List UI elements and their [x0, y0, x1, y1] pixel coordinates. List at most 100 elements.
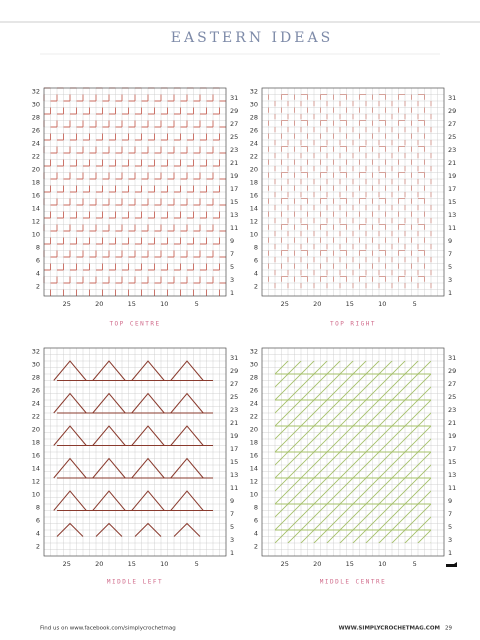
row-label: 12: [32, 217, 40, 225]
col-label: 15: [346, 560, 354, 568]
row-label: 21: [448, 159, 456, 167]
chart-panel: 2468101214161820222426283032135791113151…: [32, 347, 239, 585]
footer-left: Find us on www.facebook.com/simplycroche…: [40, 626, 176, 632]
row-label: 12: [250, 477, 258, 485]
row-label: 13: [230, 211, 238, 219]
row-label: 3: [230, 536, 234, 544]
row-label: 4: [36, 529, 40, 537]
col-label: 15: [128, 560, 136, 568]
row-label: 31: [448, 94, 456, 102]
row-label: 27: [230, 380, 238, 388]
col-label: 20: [313, 560, 321, 568]
row-label: 28: [32, 373, 40, 381]
row-label: 27: [448, 120, 456, 128]
row-label: 20: [32, 165, 40, 173]
row-label: 26: [250, 386, 258, 394]
chart-caption: MIDDLE LEFT: [107, 579, 163, 586]
row-label: 9: [448, 237, 452, 245]
row-label: 17: [230, 185, 238, 193]
chart-panel: 2468101214161820222426283032135791113151…: [250, 87, 457, 327]
row-label: 4: [254, 269, 258, 277]
row-label: 9: [230, 237, 234, 245]
row-label: 12: [250, 217, 258, 225]
row-label: 23: [230, 406, 238, 414]
row-label: 7: [448, 510, 452, 518]
arrow-icon: [446, 562, 457, 567]
row-label: 2: [254, 542, 258, 550]
row-label: 23: [230, 146, 238, 154]
row-label: 17: [230, 445, 238, 453]
row-label: 20: [32, 425, 40, 433]
row-label: 19: [448, 432, 456, 440]
row-label: 25: [230, 133, 238, 141]
row-label: 32: [250, 347, 258, 355]
row-label: 24: [250, 399, 258, 407]
row-label: 23: [448, 146, 456, 154]
col-label: 10: [160, 560, 168, 568]
row-label: 18: [32, 438, 40, 446]
row-label: 19: [230, 432, 238, 440]
row-label: 11: [230, 484, 238, 492]
row-label: 21: [230, 159, 238, 167]
row-label: 15: [230, 198, 238, 206]
row-label: 10: [250, 490, 258, 498]
row-label: 22: [250, 412, 258, 420]
row-label: 3: [448, 536, 452, 544]
row-label: 9: [448, 497, 452, 505]
row-label: 21: [448, 419, 456, 427]
row-label: 5: [230, 523, 234, 531]
col-label: 20: [313, 300, 321, 308]
row-label: 13: [448, 211, 456, 219]
row-label: 1: [448, 549, 452, 557]
row-label: 10: [32, 490, 40, 498]
row-label: 4: [36, 269, 40, 277]
row-label: 28: [32, 113, 40, 121]
chart-caption: TOP RIGHT: [330, 321, 376, 328]
row-label: 17: [448, 445, 456, 453]
row-label: 22: [32, 152, 40, 160]
row-label: 21: [230, 419, 238, 427]
grid-border: [43, 347, 227, 557]
stitch-pattern: [53, 360, 213, 537]
row-label: 6: [36, 516, 40, 524]
col-label: 5: [195, 560, 199, 568]
row-label: 2: [36, 542, 40, 550]
row-label: 23: [448, 406, 456, 414]
row-label: 24: [32, 399, 40, 407]
row-label: 18: [250, 178, 258, 186]
row-label: 15: [230, 458, 238, 466]
row-label: 29: [448, 367, 456, 375]
row-label: 32: [32, 87, 40, 95]
row-label: 32: [32, 347, 40, 355]
row-label: 26: [250, 126, 258, 134]
grid-border: [261, 87, 445, 297]
row-label: 8: [254, 503, 258, 511]
footer-page: 29: [445, 626, 452, 632]
row-label: 11: [448, 484, 456, 492]
row-label: 7: [230, 250, 234, 258]
row-label: 24: [250, 139, 258, 147]
row-label: 15: [448, 458, 456, 466]
col-label: 15: [346, 300, 354, 308]
row-label: 9: [230, 497, 234, 505]
row-label: 18: [32, 178, 40, 186]
col-label: 15: [128, 300, 136, 308]
row-label: 1: [230, 549, 234, 557]
row-label: 31: [448, 354, 456, 362]
row-label: 30: [32, 100, 40, 108]
row-label: 15: [448, 198, 456, 206]
row-label: 32: [250, 87, 258, 95]
stitch-pattern: [275, 361, 431, 543]
row-label: 30: [250, 360, 258, 368]
row-label: 11: [448, 224, 456, 232]
row-label: 13: [448, 471, 456, 479]
row-label: 3: [448, 276, 452, 284]
col-label: 5: [413, 300, 417, 308]
row-label: 26: [32, 126, 40, 134]
row-label: 11: [230, 224, 238, 232]
row-label: 8: [36, 243, 40, 251]
row-label: 14: [32, 464, 40, 472]
row-label: 19: [230, 172, 238, 180]
row-label: 5: [448, 263, 452, 271]
